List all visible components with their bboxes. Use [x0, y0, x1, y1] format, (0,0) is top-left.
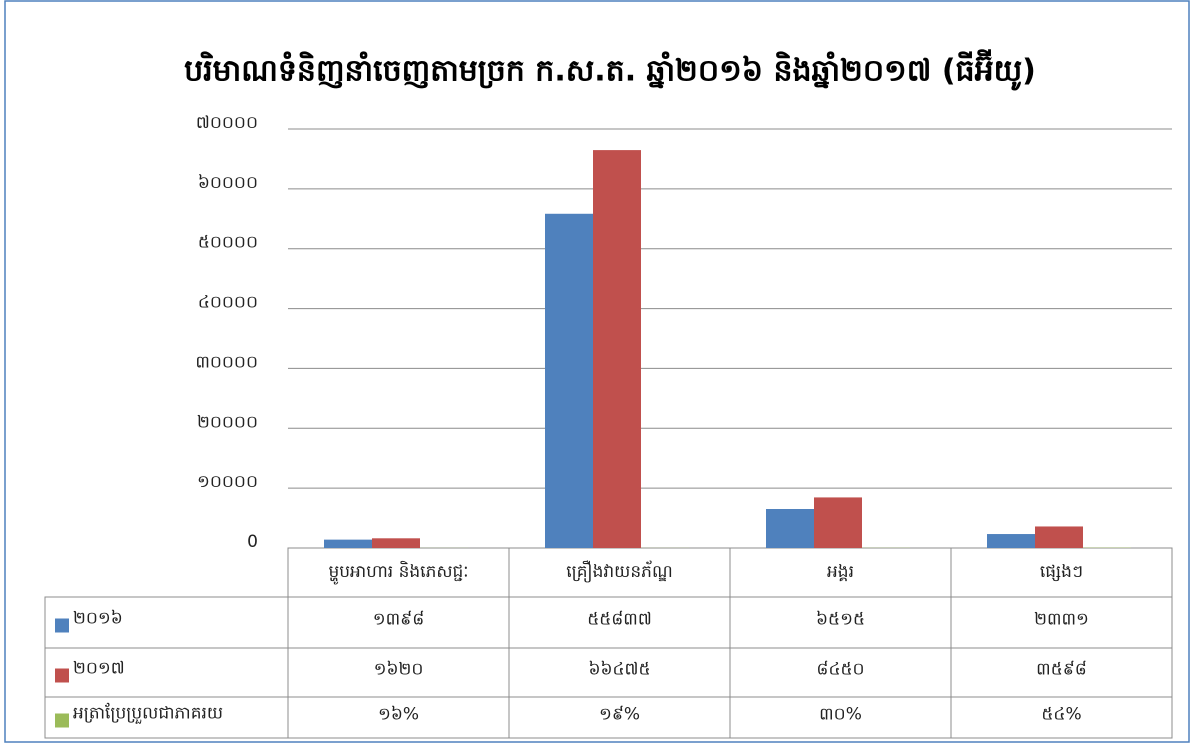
data-label: ៣០% [819, 705, 862, 725]
bar [1035, 526, 1083, 548]
bar [545, 213, 593, 548]
y-tick-label: ២០០០០ [197, 412, 258, 432]
legend-label: ២០១៧ [73, 659, 125, 679]
data-label: ១៦% [378, 705, 419, 725]
y-tick-label: ៤០០០០ [198, 293, 258, 313]
bar [766, 509, 814, 548]
y-tick-label: 0 [247, 532, 258, 552]
data-label: ៦៦៤៧៥ [588, 660, 650, 680]
x-tick-label: គ្រឿងវាយនភ័ណ្ឌ [566, 560, 672, 583]
data-label: ១៣៩៨ [373, 610, 424, 630]
bar [593, 150, 641, 548]
legend-label: ២០១៦ [73, 609, 123, 629]
data-label: ៣៥៩៨ [1036, 660, 1087, 680]
x-tick-label: ផ្សេងៗ [1040, 562, 1083, 582]
data-label: ១៩% [599, 705, 640, 725]
data-label: ១៦២០ [374, 660, 424, 680]
bar [372, 538, 420, 548]
data-label: ៦៥១៥ [816, 610, 865, 630]
data-label: ៥៤% [1041, 705, 1081, 725]
x-tick-label: អង្គរ [827, 562, 854, 582]
y-tick-label: ១០០០០ [197, 472, 258, 492]
data-label: ២៣៣១ [1034, 610, 1089, 630]
legend-key [55, 618, 69, 633]
chart-title: បរិមាណទំនិញនាំចេញតាមច្រក ក.ស.ត. ឆ្នាំ២០១… [184, 49, 1036, 92]
y-tick-label: ៧០០០០ [196, 113, 258, 133]
bar [324, 539, 372, 548]
data-label: ៥៥៨៣៧ [587, 610, 652, 630]
legend-label: អត្រាប្រែប្រួលជាភាគរយ [73, 703, 223, 725]
bar [814, 497, 862, 548]
y-tick-label: ៣០០០០ [195, 352, 258, 372]
data-label: ៨៤៥០ [816, 660, 864, 680]
bar [987, 534, 1035, 548]
y-tick-label: ៦០០០០ [198, 173, 258, 193]
legend-key [55, 668, 69, 683]
legend-key [55, 713, 69, 728]
x-tick-label: ម្ហូបអាហារ និងភេសជ្ជៈ [328, 560, 468, 585]
y-tick-label: ៥០០០០ [198, 233, 258, 253]
